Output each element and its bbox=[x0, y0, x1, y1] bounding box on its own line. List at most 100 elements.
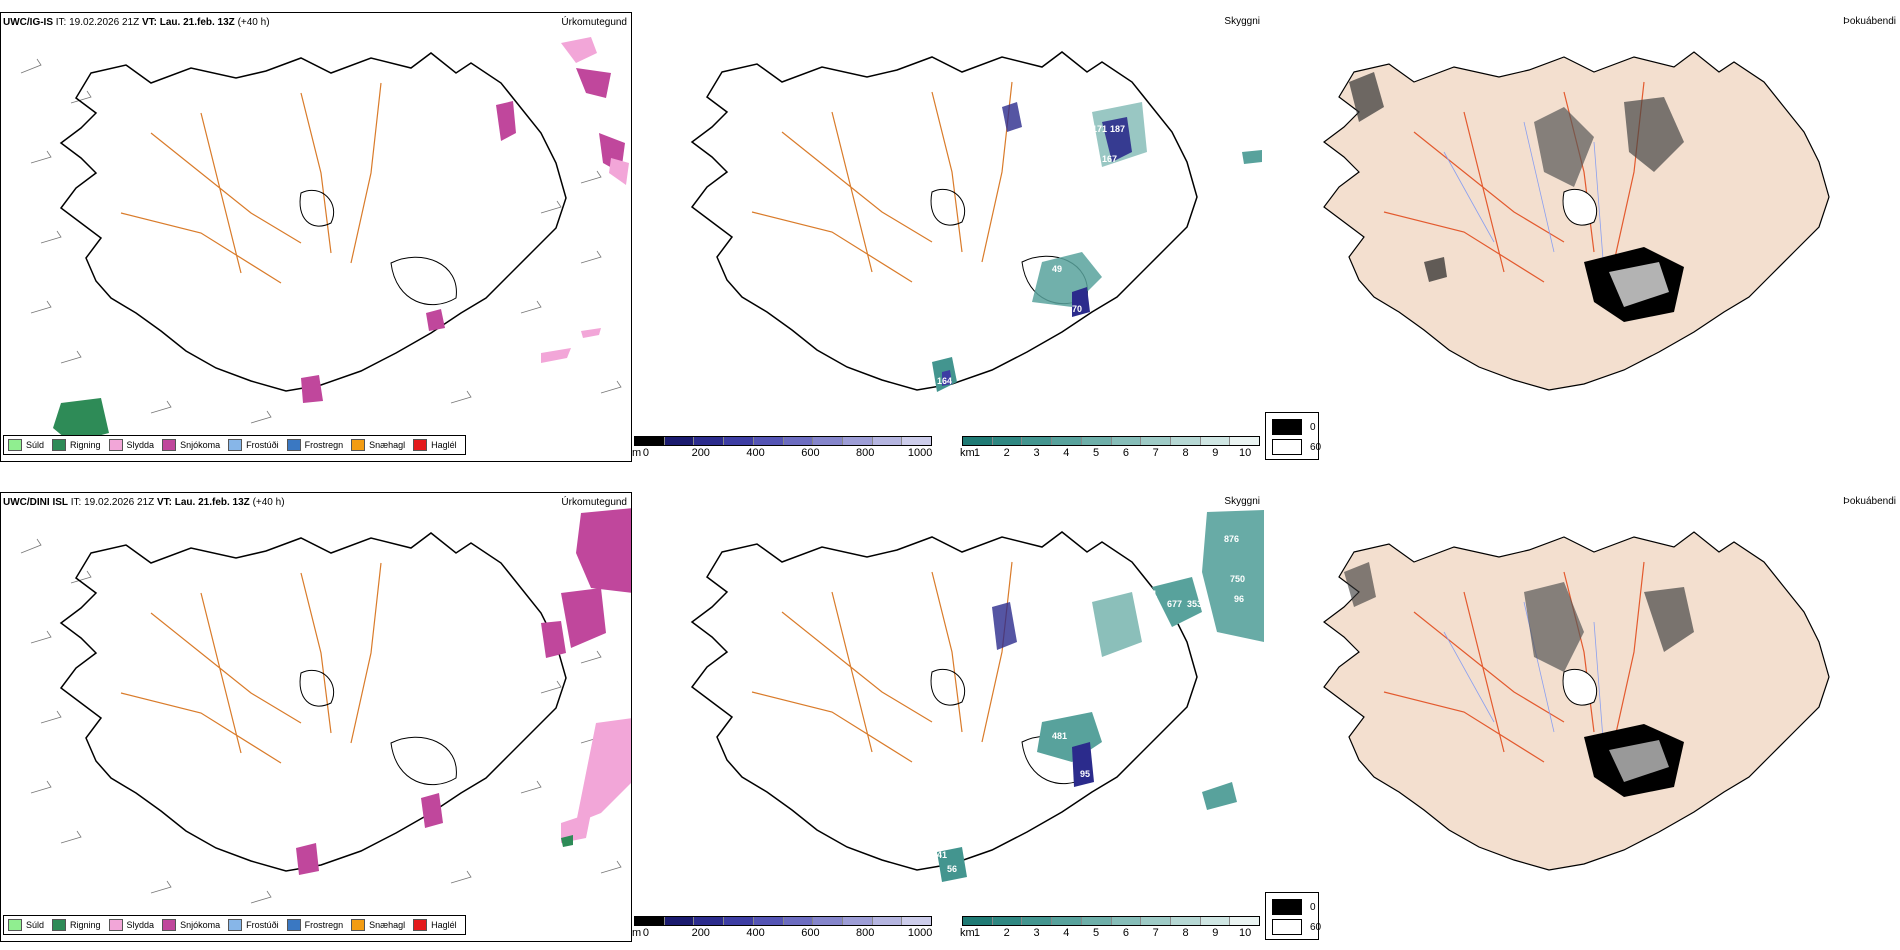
colorbar-segment bbox=[1200, 437, 1231, 445]
colorbar-tick: 10 bbox=[1238, 447, 1252, 459]
fog-legend-value: 0 bbox=[1310, 421, 1316, 433]
colorbar-segment bbox=[694, 437, 725, 445]
colorbar-segment bbox=[1141, 437, 1171, 445]
colorbar-segment bbox=[1111, 437, 1142, 445]
colorbar-segment bbox=[1141, 917, 1171, 925]
colorbar-segment bbox=[1052, 437, 1082, 445]
vt-label: VT: bbox=[156, 497, 172, 508]
colorbar-segment bbox=[813, 917, 843, 925]
legend-label: Frostúði bbox=[246, 920, 279, 930]
cloud-label: 481 bbox=[1052, 731, 1067, 741]
precip-legend-top: Súld Rigning Slydda Snjókoma Frostúði Frostre… bbox=[3, 435, 466, 455]
colorbar-segment bbox=[1081, 917, 1112, 925]
cloud-labels-top: 171 187 167 49 70 164 bbox=[937, 124, 1125, 386]
legend-swatch bbox=[52, 439, 67, 451]
colorbar-tick: 7 bbox=[1152, 927, 1159, 939]
fog-legend-swatch bbox=[1272, 419, 1302, 435]
colorbar-tick: 10 bbox=[1238, 927, 1252, 939]
legend-label: Súld bbox=[26, 920, 45, 930]
cloud-labels-bottom: 876 750 96 181 677 353 481 95 41 56 bbox=[937, 534, 1245, 874]
colorbar-segment bbox=[963, 917, 993, 925]
legend-label: Rigning bbox=[70, 920, 101, 930]
legend-label: Haglél bbox=[431, 440, 457, 450]
fog-legend-bottom: 0 60 bbox=[1265, 892, 1322, 940]
fog-map-bottom bbox=[1264, 492, 1900, 942]
legend-item: Snjókoma bbox=[162, 919, 220, 931]
height-colorbar-row bbox=[634, 436, 932, 446]
colorbar-tick: 1000 bbox=[907, 927, 933, 939]
colorbar-tick: 1 bbox=[973, 447, 980, 459]
it-value: 19.02.2026 21Z bbox=[84, 497, 155, 508]
colorbar-segment bbox=[664, 437, 695, 445]
cloud-label: 164 bbox=[937, 376, 952, 386]
legend-item: Snæhagl bbox=[351, 919, 405, 931]
precip-map-bottom bbox=[20, 508, 631, 904]
fog-panel-bottom: Þokuábendi 0 60 bbox=[1264, 492, 1900, 942]
fog-legend-swatch bbox=[1272, 899, 1302, 915]
colorbar-tick: 200 bbox=[691, 447, 710, 459]
cloud-label: 171 bbox=[1092, 124, 1107, 134]
panel-title-clouds: Skyggni bbox=[1224, 16, 1260, 27]
legend-label: Frostregn bbox=[304, 440, 344, 450]
colorbar-segment bbox=[1081, 437, 1112, 445]
colorbar-segment bbox=[842, 437, 873, 445]
snow-areas bbox=[296, 508, 631, 875]
colorbar-segment bbox=[753, 917, 784, 925]
colorbar-tick: 1 bbox=[973, 927, 980, 939]
fog-shading bbox=[1344, 562, 1694, 797]
height-colorbar-labels: m 0 200 400 600 800 1000 bbox=[632, 446, 933, 460]
legend-item: Slydda bbox=[108, 919, 154, 931]
colorbar-segment bbox=[783, 917, 814, 925]
colorbar-segment bbox=[813, 437, 843, 445]
colorbar-segment bbox=[1200, 917, 1231, 925]
legend-item: Rigning bbox=[52, 919, 101, 931]
clouds-map-top: 171 187 167 49 70 164 bbox=[632, 12, 1262, 392]
cloud-label: 95 bbox=[1080, 769, 1090, 779]
colorbar-segment bbox=[724, 917, 754, 925]
fog-legend-value: 60 bbox=[1310, 921, 1322, 933]
legend-label: Rigning bbox=[70, 440, 101, 450]
legend-label: Slydda bbox=[126, 440, 155, 450]
cloud-label: 70 bbox=[1072, 304, 1082, 314]
colorbar-segment bbox=[992, 917, 1023, 925]
fog-legend-swatch bbox=[1272, 919, 1302, 935]
colorbar-segment bbox=[1170, 917, 1201, 925]
cloud-label: 41 bbox=[937, 850, 947, 860]
legend-item: Frostregn bbox=[286, 439, 344, 451]
clouds-panel-top: 171 187 167 49 70 164 Skyggni m 0 200 400 60… bbox=[632, 12, 1264, 462]
vis-colorbar-labels: km 1 2 3 4 5 6 7 8 9 10 bbox=[960, 446, 1260, 460]
legend-swatch bbox=[351, 919, 366, 931]
legend-swatch bbox=[228, 439, 243, 451]
fog-legend-value: 60 bbox=[1310, 441, 1322, 453]
legend-item: Haglél bbox=[413, 439, 457, 451]
legend-label: Haglél bbox=[431, 920, 457, 930]
colorbar-tick: 400 bbox=[746, 927, 765, 939]
vt-value: Lau. 21.feb. 13Z bbox=[159, 17, 235, 28]
legend-item: Rigning bbox=[52, 439, 101, 451]
height-colorbar-top: m 0 200 400 600 800 1000 bbox=[632, 436, 933, 460]
legend-item: Slydda bbox=[108, 439, 155, 451]
colorbar-tick: 4 bbox=[1063, 447, 1070, 459]
colorbar-tick: 800 bbox=[856, 447, 875, 459]
it-label: IT: bbox=[70, 497, 82, 508]
colorbar-segment bbox=[783, 437, 814, 445]
cloud-label: 187 bbox=[1110, 124, 1125, 134]
precip-map-top bbox=[20, 37, 629, 443]
colorbar-segment bbox=[1230, 917, 1260, 925]
vt-value: Lau. 21.feb. 13Z bbox=[174, 497, 250, 508]
colorbar-segment bbox=[992, 437, 1023, 445]
fog-legend-top: 0 60 bbox=[1265, 412, 1322, 460]
legend-swatch bbox=[162, 439, 177, 451]
colorbar-segment bbox=[635, 917, 665, 925]
colorbar-tick: 200 bbox=[691, 927, 710, 939]
colorbar-tick: 7 bbox=[1152, 447, 1159, 459]
colorbar-unit: km bbox=[960, 447, 975, 459]
model-name: UWC/IG-IS bbox=[3, 17, 53, 28]
vis-colorbar-row bbox=[962, 436, 1260, 446]
legend-swatch bbox=[413, 439, 428, 451]
colorbar-tick: 1000 bbox=[907, 447, 933, 459]
fog-legend-value: 0 bbox=[1310, 901, 1316, 913]
colorbar-tick: 2 bbox=[1003, 927, 1010, 939]
colorbar-segment bbox=[753, 437, 784, 445]
colorbar-tick: 600 bbox=[801, 447, 820, 459]
